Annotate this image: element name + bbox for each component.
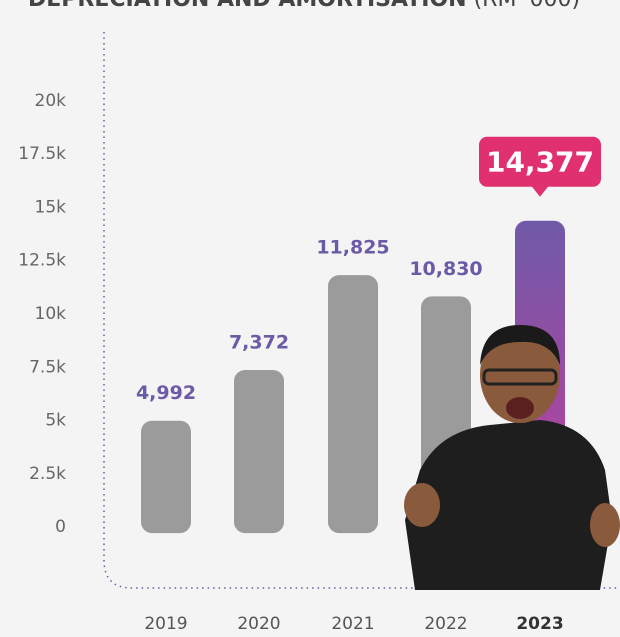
y-tick-label: 12.5k (18, 251, 66, 271)
person-mouth (506, 397, 534, 419)
unit: (RM '000) (474, 0, 580, 12)
chart-title: DEPRECIATION AND AMORTISATION (RM '000) (28, 0, 580, 12)
y-tick-label: 7.5k (29, 357, 66, 377)
title: DEPRECIATION AND AMORTISATION (28, 0, 467, 12)
value-label: 14,377 (486, 146, 594, 179)
x-tick-label: 2023 (516, 614, 563, 634)
person-fist-right (590, 503, 620, 547)
y-tick-label: 15k (35, 197, 67, 217)
y-tick-label: 2.5k (29, 464, 66, 484)
value-label: 7,372 (229, 331, 289, 353)
y-tick-label: 20k (35, 91, 67, 111)
y-tick-label: 17.5k (18, 144, 66, 164)
bar (141, 421, 191, 533)
y-tick-label: 10k (35, 304, 67, 324)
bar (234, 370, 284, 533)
value-label: 4,992 (136, 382, 196, 404)
y-tick-label: 0 (55, 517, 66, 537)
y-tick-label: 5k (45, 411, 66, 431)
person-fist-left (404, 483, 440, 527)
chart: DEPRECIATION AND AMORTISATION (RM '000) … (0, 0, 620, 637)
x-tick-label: 2021 (331, 614, 374, 634)
value-label: 10,830 (409, 258, 482, 280)
x-tick-label: 2019 (144, 614, 187, 634)
x-tick-label: 2020 (237, 614, 280, 634)
value-label: 11,825 (316, 237, 389, 259)
bar (328, 275, 378, 533)
x-tick-label: 2022 (424, 614, 467, 634)
